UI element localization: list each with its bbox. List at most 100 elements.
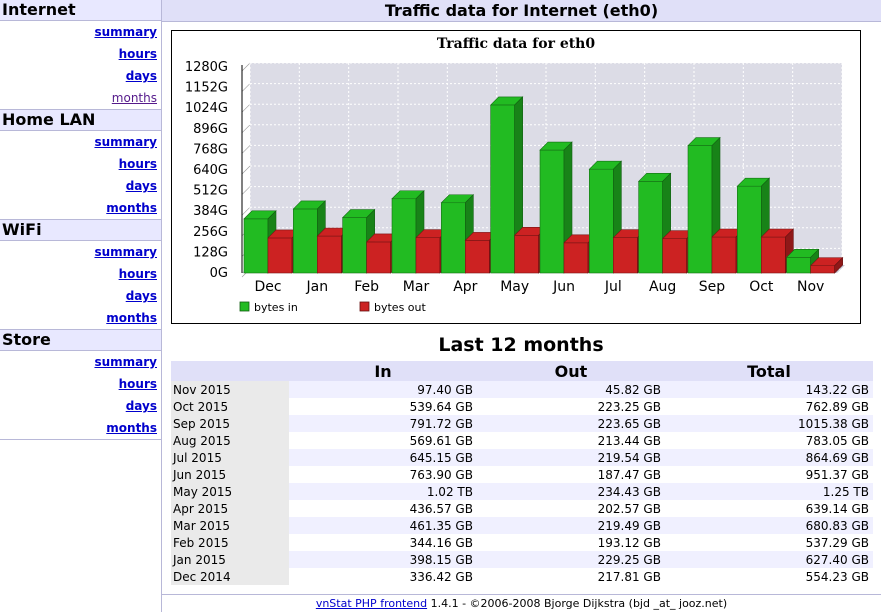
header-month bbox=[171, 361, 289, 381]
row-in: 97.40 GB bbox=[289, 381, 477, 398]
y-tick-label: 512G bbox=[193, 184, 228, 199]
y-tick-label: 896G bbox=[193, 122, 228, 137]
sidebar-link[interactable]: days bbox=[125, 399, 157, 413]
y-gridline-side bbox=[241, 186, 251, 195]
bar-bytes-out bbox=[613, 237, 638, 274]
sidebar-links: summary hours days months bbox=[0, 21, 161, 109]
sidebar-link[interactable]: summary bbox=[94, 25, 157, 39]
row-month: Dec 2014 bbox=[171, 568, 289, 585]
bar-bytes-out bbox=[317, 235, 342, 274]
sidebar-link[interactable]: months bbox=[111, 91, 157, 105]
legend-label: bytes out bbox=[374, 301, 427, 314]
x-tick-label: Nov bbox=[797, 279, 824, 295]
table-row: Aug 2015 569.61 GB 213.44 GB 783.05 GB bbox=[171, 432, 873, 449]
bar-bytes-out bbox=[366, 241, 391, 274]
x-tick-label: Dec bbox=[254, 279, 281, 295]
y-gridline-side bbox=[241, 206, 251, 216]
bar-side bbox=[834, 256, 843, 274]
row-total: 680.83 GB bbox=[664, 517, 873, 534]
table-row: Dec 2014 336.42 GB 217.81 GB 554.23 GB bbox=[171, 568, 873, 585]
table-header-row: In Out Total bbox=[171, 361, 873, 381]
chart-svg: Traffic data for eth0 0G 128G 256G 384G 512G 6… bbox=[185, 36, 845, 314]
row-in: 791.72 GB bbox=[289, 415, 477, 432]
row-month: Oct 2015 bbox=[171, 398, 289, 415]
row-month: May 2015 bbox=[171, 483, 289, 500]
header-in: In bbox=[289, 361, 477, 381]
table-row: Jan 2015 398.15 GB 229.25 GB 627.40 GB bbox=[171, 551, 873, 568]
sidebar: Internet summary hours days months Home LAN su… bbox=[0, 0, 162, 440]
row-out: 219.49 GB bbox=[476, 517, 665, 534]
row-out: 234.43 GB bbox=[476, 483, 665, 500]
bar-bytes-out bbox=[465, 240, 490, 274]
row-month: Nov 2015 bbox=[171, 381, 289, 398]
row-month: Jan 2015 bbox=[171, 551, 289, 568]
sidebar-group: Internet summary hours days months bbox=[0, 0, 161, 110]
row-out: 193.12 GB bbox=[476, 534, 665, 551]
y-tick-label: 0G bbox=[210, 266, 228, 281]
y-tick-label: 384G bbox=[193, 204, 228, 219]
bar-bytes-in bbox=[293, 208, 318, 274]
table-row: Oct 2015 539.64 GB 223.25 GB 762.89 GB bbox=[171, 398, 873, 415]
y-gridline-side bbox=[241, 83, 251, 92]
sidebar-link[interactable]: hours bbox=[118, 157, 157, 171]
row-in: 344.16 GB bbox=[289, 534, 477, 551]
row-in: 461.35 GB bbox=[289, 517, 477, 534]
y-gridline-side bbox=[241, 124, 251, 134]
row-in: 539.64 GB bbox=[289, 398, 477, 415]
x-tick-label: Mar bbox=[403, 279, 430, 295]
y-tick-label: 1280G bbox=[185, 60, 228, 75]
y-tick-label: 1152G bbox=[185, 81, 228, 96]
sidebar-link[interactable]: summary bbox=[94, 135, 157, 149]
row-in: 1.02 TB bbox=[289, 483, 477, 500]
sidebar-link[interactable]: days bbox=[125, 69, 157, 83]
y-tick-label: 768G bbox=[193, 142, 228, 157]
sidebar-link[interactable]: hours bbox=[118, 267, 157, 281]
y-tick-label: 128G bbox=[193, 245, 228, 260]
header-out: Out bbox=[476, 361, 665, 381]
bar-bytes-out bbox=[761, 236, 786, 274]
sidebar-link[interactable]: days bbox=[125, 289, 157, 303]
row-month: Feb 2015 bbox=[171, 534, 289, 551]
sidebar-link[interactable]: hours bbox=[118, 47, 157, 61]
sidebar-link[interactable]: months bbox=[106, 201, 157, 215]
sidebar-link[interactable]: months bbox=[106, 421, 157, 435]
sidebar-link[interactable]: hours bbox=[118, 377, 157, 391]
row-out: 229.25 GB bbox=[476, 551, 665, 568]
x-tick-label: Apr bbox=[453, 279, 477, 295]
bar-bytes-out bbox=[415, 237, 441, 274]
row-total: 554.23 GB bbox=[664, 568, 873, 585]
row-in: 569.61 GB bbox=[289, 432, 477, 449]
page-title: Traffic data for Internet (eth0) bbox=[162, 0, 881, 22]
sidebar-link[interactable]: days bbox=[125, 179, 157, 193]
x-tick-label: Jan bbox=[306, 279, 329, 295]
sidebar-links: summary hours days months bbox=[0, 241, 161, 329]
x-tick-label: Oct bbox=[749, 279, 774, 295]
sidebar-link[interactable]: months bbox=[106, 311, 157, 325]
row-total: 143.22 GB bbox=[664, 381, 873, 398]
chart-title: Traffic data for eth0 bbox=[437, 36, 595, 52]
sidebar-link[interactable]: summary bbox=[94, 355, 157, 369]
sidebar-group: Store summary hours days months bbox=[0, 330, 161, 440]
traffic-chart: Traffic data for eth0 0G 128G 256G 384G 512G 6… bbox=[171, 30, 861, 324]
bar-bytes-out bbox=[514, 234, 539, 274]
row-out: 202.57 GB bbox=[476, 500, 665, 517]
table-row: Jul 2015 645.15 GB 219.54 GB 864.69 GB bbox=[171, 449, 873, 466]
row-out: 217.81 GB bbox=[476, 568, 665, 585]
sidebar-link[interactable]: summary bbox=[94, 245, 157, 259]
row-in: 336.42 GB bbox=[289, 568, 477, 585]
row-out: 219.54 GB bbox=[476, 449, 665, 466]
table-row: Feb 2015 344.16 GB 193.12 GB 537.29 GB bbox=[171, 534, 873, 551]
sidebar-group-title: Home LAN bbox=[0, 110, 161, 131]
sidebar-divider bbox=[161, 437, 162, 612]
table-title: Last 12 months bbox=[438, 334, 604, 356]
table-row: May 2015 1.02 TB 234.43 GB 1.25 TB bbox=[171, 483, 873, 500]
row-total: 1.25 TB bbox=[664, 483, 873, 500]
bar-bytes-out bbox=[267, 237, 293, 274]
row-out: 223.25 GB bbox=[476, 398, 665, 415]
bar-bytes-in bbox=[539, 149, 565, 274]
row-total: 537.29 GB bbox=[664, 534, 873, 551]
row-month: Mar 2015 bbox=[171, 517, 289, 534]
row-total: 783.05 GB bbox=[664, 432, 873, 449]
bar-bytes-out bbox=[662, 238, 687, 274]
footer-link[interactable]: vnStat PHP frontend bbox=[315, 597, 428, 610]
